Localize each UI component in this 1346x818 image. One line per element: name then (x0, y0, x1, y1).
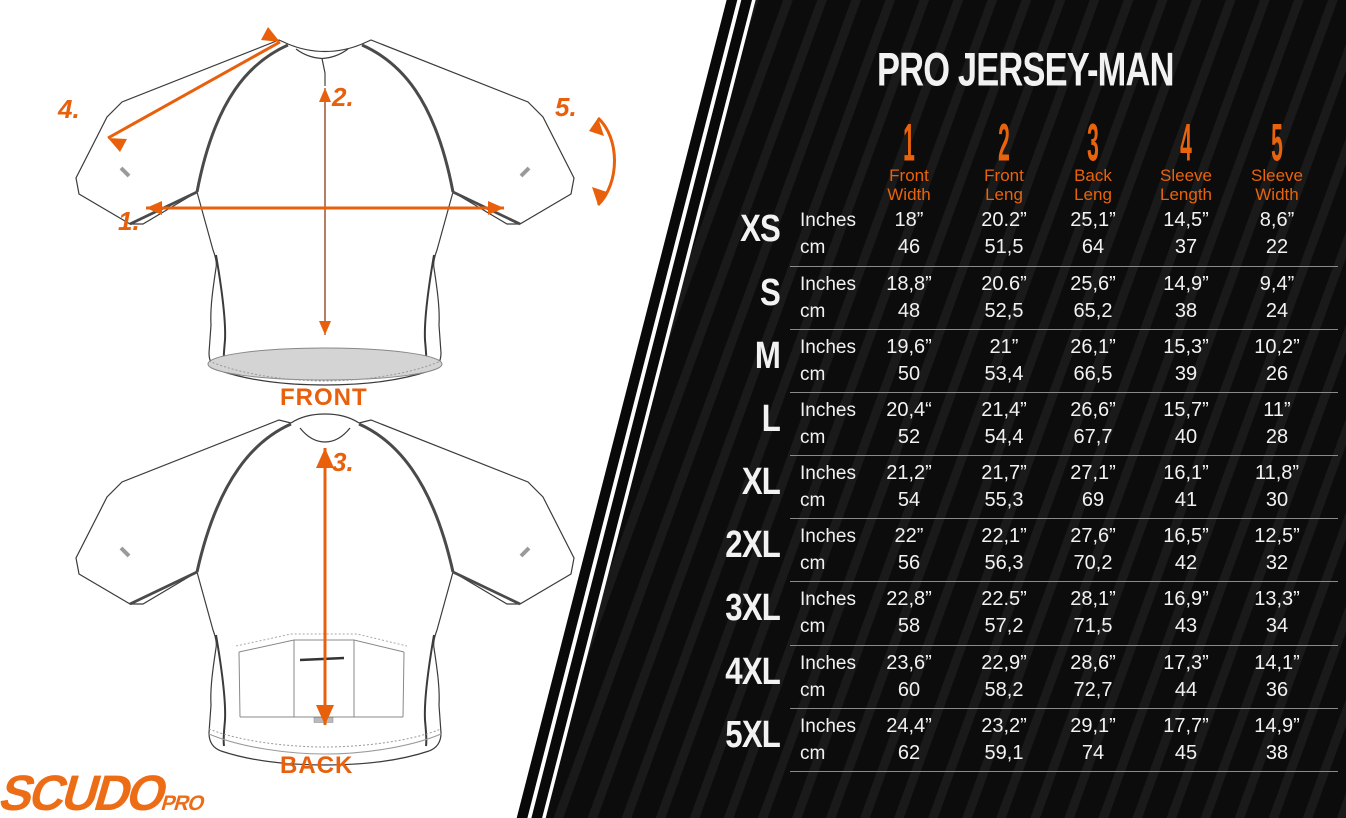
svg-text:3.: 3. (332, 447, 354, 477)
svg-text:FRONT: FRONT (280, 384, 368, 411)
svg-text:1.: 1. (118, 206, 140, 236)
svg-text:2.: 2. (331, 82, 354, 112)
svg-text:5.: 5. (555, 92, 577, 122)
svg-text:BACK: BACK (280, 752, 353, 779)
svg-text:4.: 4. (57, 94, 80, 124)
